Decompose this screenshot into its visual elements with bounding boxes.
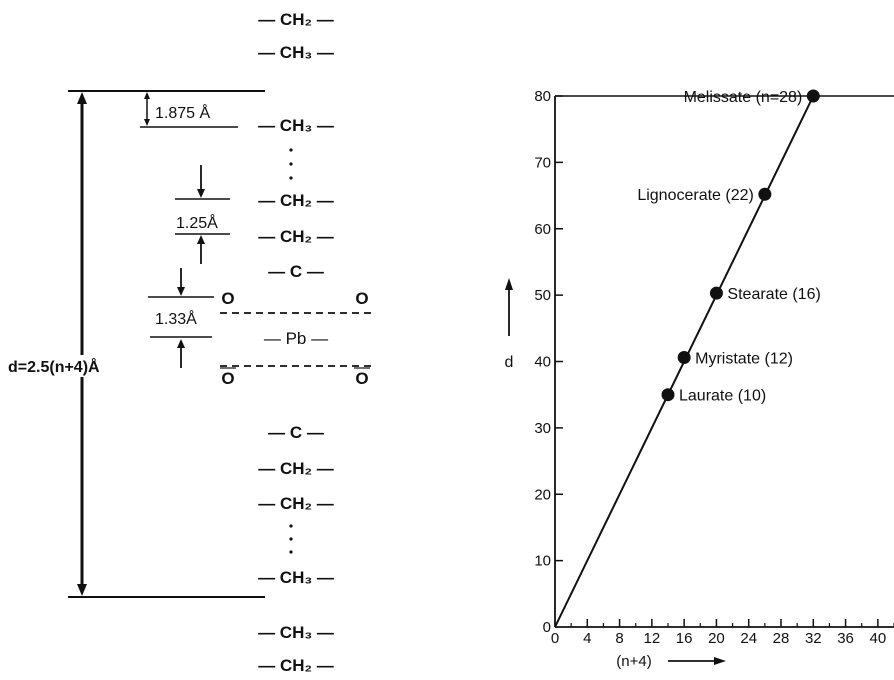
layer-ch3-lower: — CH₃ — bbox=[258, 568, 334, 587]
y-tick-label: 30 bbox=[534, 420, 551, 437]
x-tick-label: 20 bbox=[708, 630, 725, 647]
y-tick-label: 40 bbox=[534, 354, 551, 371]
oxygen-lower-left: O bbox=[221, 369, 234, 388]
period-arrow-head-down bbox=[77, 584, 87, 596]
x-tick-label: 12 bbox=[644, 630, 661, 647]
y-tick-label: 60 bbox=[534, 221, 551, 238]
chart-points: Laurate (10) Myristate (12) Stearate (16) L… bbox=[637, 89, 820, 405]
dim-methyl-arrow-head-up bbox=[144, 92, 150, 99]
oxygen-upper-left: O bbox=[221, 289, 234, 308]
dim-oxygen-arrow-head-bottom bbox=[177, 339, 185, 348]
y-tick-label: 50 bbox=[534, 287, 551, 304]
y-tick-label: 0 bbox=[543, 619, 551, 636]
dim-oxygen-arrow-head-top bbox=[177, 287, 185, 296]
data-point bbox=[661, 388, 675, 402]
data-point bbox=[806, 89, 820, 103]
structure-diagram: — CH₂ — — CH₃ — d=2.5(n+4)Å 1.875 Å — CH… bbox=[4, 10, 372, 675]
x-tick-label: 32 bbox=[805, 630, 822, 647]
y-axis-label-arrow-head bbox=[505, 278, 513, 290]
y-tick-label: 70 bbox=[534, 154, 551, 171]
x-tick-label: 0 bbox=[551, 630, 559, 647]
data-point-label: Myristate (12) bbox=[695, 351, 793, 368]
x-tick-label: 8 bbox=[615, 630, 623, 647]
oxygen-upper-right: O bbox=[355, 289, 368, 308]
chart: 0 10 20 30 40 50 60 70 80 0 4 8 12 16 20 24 28 32 36 40 Lau… bbox=[505, 88, 894, 670]
oxygen-lower-right: O bbox=[355, 369, 368, 388]
data-point bbox=[758, 187, 772, 201]
x-axis-label-arrow-head bbox=[714, 657, 726, 665]
period-label: d=2.5(n+4)Å bbox=[8, 357, 100, 376]
data-point bbox=[677, 351, 691, 365]
y-tick-label: 20 bbox=[534, 486, 551, 503]
chain-top-ch3: — CH₃ — bbox=[258, 43, 334, 62]
dim-methyl-arrow-head-down bbox=[144, 119, 150, 126]
layer-ch2-lower-2: — CH₂ — bbox=[258, 494, 334, 513]
y-axis-label: d bbox=[505, 354, 514, 371]
x-tick-label: 36 bbox=[837, 630, 854, 647]
chain-bottom-ch2: — CH₂ — bbox=[258, 656, 334, 675]
dim-methyl-label: 1.875 Å bbox=[155, 103, 210, 122]
data-point-label: Stearate (16) bbox=[727, 286, 820, 303]
x-tick-label: 40 bbox=[870, 630, 887, 647]
layer-ch2-upper-1: — CH₂ — bbox=[258, 191, 334, 210]
dim-methylene-arrow-head-top bbox=[197, 189, 205, 198]
layer-c-lower: — C — bbox=[268, 423, 324, 442]
layer-ch3-upper: — CH₃ — bbox=[258, 116, 334, 135]
y-tick-label: 10 bbox=[534, 553, 551, 570]
dim-methylene-arrow-head-bottom bbox=[197, 235, 205, 244]
dim-oxygen-label: 1.33Å bbox=[155, 309, 197, 328]
data-point bbox=[709, 286, 723, 300]
data-point-label: Melissate (n=28) bbox=[684, 89, 803, 106]
y-tick-label: 80 bbox=[534, 88, 551, 105]
layer-ch2-upper-2: — CH₂ — bbox=[258, 227, 334, 246]
x-tick-label: 28 bbox=[773, 630, 790, 647]
data-point-label: Lignocerate (22) bbox=[637, 187, 754, 204]
chain-bottom-ch3: — CH₃ — bbox=[258, 623, 334, 642]
period-arrow-head-up bbox=[77, 92, 87, 104]
x-axis-label: (n+4) bbox=[616, 653, 651, 670]
chain-top-ch2: — CH₂ — bbox=[258, 10, 334, 29]
x-tick-label: 16 bbox=[676, 630, 693, 647]
layer-c-upper: — C — bbox=[268, 262, 324, 281]
chart-ticks: 0 10 20 30 40 50 60 70 80 0 4 8 12 16 20 24 28 32 36 40 bbox=[534, 88, 894, 647]
dim-methylene-label: 1.25Å bbox=[176, 213, 218, 232]
data-point-label: Laurate (10) bbox=[679, 388, 766, 405]
x-tick-label: 4 bbox=[583, 630, 591, 647]
layer-pb: — Pb — bbox=[264, 329, 328, 348]
layer-ch2-lower-1: — CH₂ — bbox=[258, 459, 334, 478]
x-tick-label: 24 bbox=[740, 630, 757, 647]
